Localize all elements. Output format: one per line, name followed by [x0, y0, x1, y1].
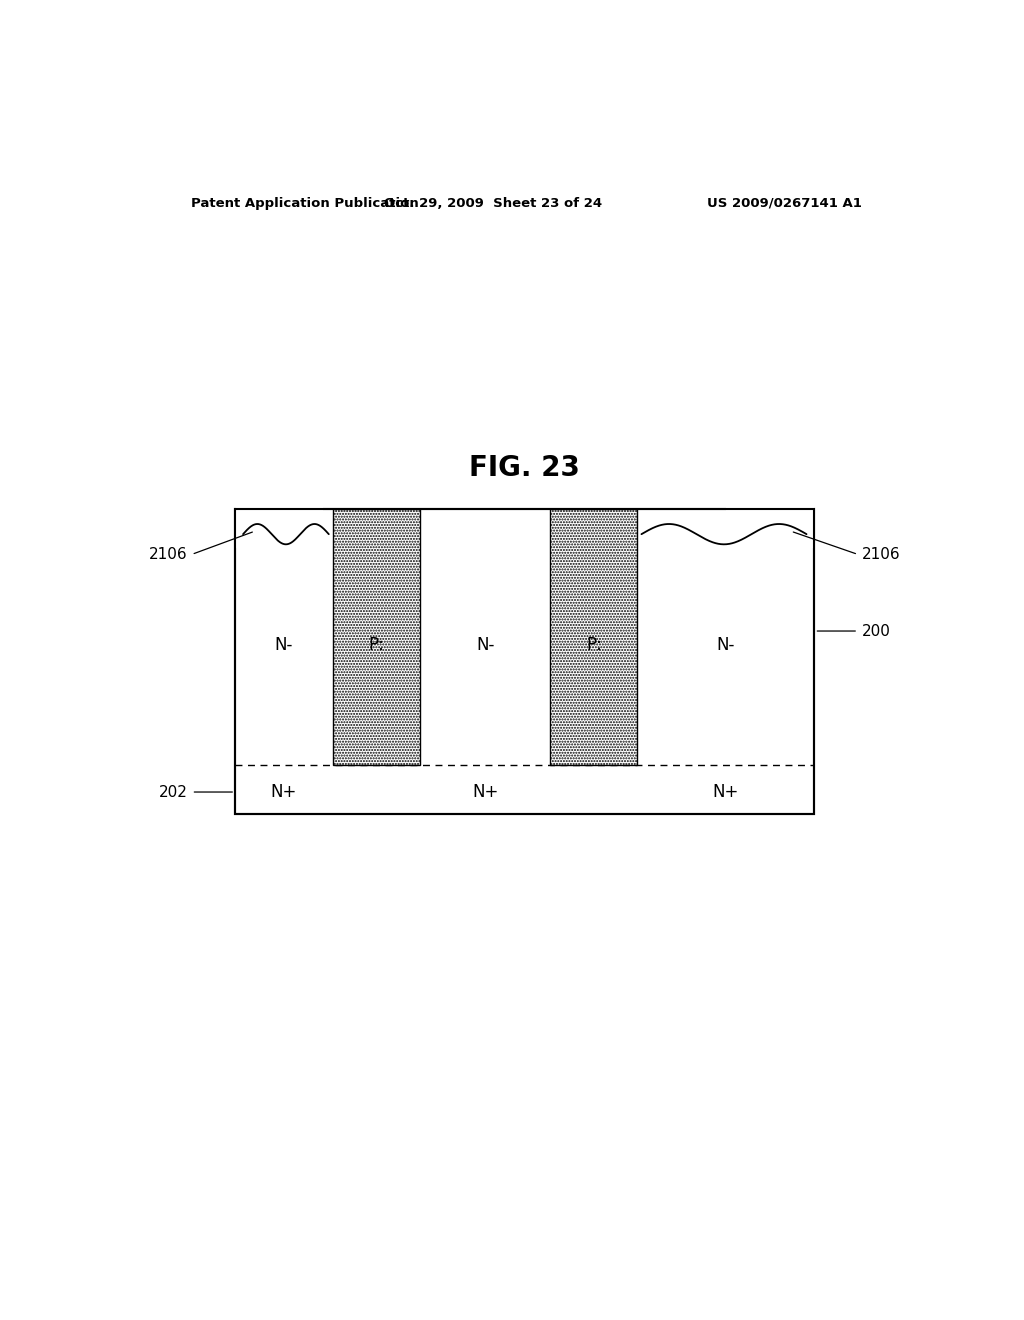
- Bar: [236, 510, 814, 814]
- Text: 202: 202: [159, 784, 187, 800]
- Bar: [333, 510, 420, 548]
- Text: Patent Application Publication: Patent Application Publication: [191, 197, 419, 210]
- Text: 2106: 2106: [148, 546, 187, 562]
- Text: P:: P:: [369, 636, 384, 653]
- Text: N+: N+: [713, 783, 739, 801]
- Text: US 2009/0267141 A1: US 2009/0267141 A1: [708, 197, 862, 210]
- Bar: [550, 510, 638, 766]
- Bar: [726, 504, 814, 548]
- Text: Oct. 29, 2009  Sheet 23 of 24: Oct. 29, 2009 Sheet 23 of 24: [384, 197, 602, 210]
- Text: N-: N-: [717, 636, 735, 653]
- Text: 2106: 2106: [862, 546, 901, 562]
- Text: N-: N-: [476, 636, 495, 653]
- Text: 200: 200: [862, 623, 891, 639]
- Text: N+: N+: [472, 783, 499, 801]
- Bar: [236, 504, 324, 548]
- Bar: [333, 510, 420, 766]
- Text: P:: P:: [586, 636, 602, 653]
- Text: N-: N-: [274, 636, 293, 653]
- Bar: [236, 510, 814, 814]
- Text: FIG. 23: FIG. 23: [469, 454, 581, 482]
- Text: N+: N+: [270, 783, 297, 801]
- Bar: [550, 510, 638, 548]
